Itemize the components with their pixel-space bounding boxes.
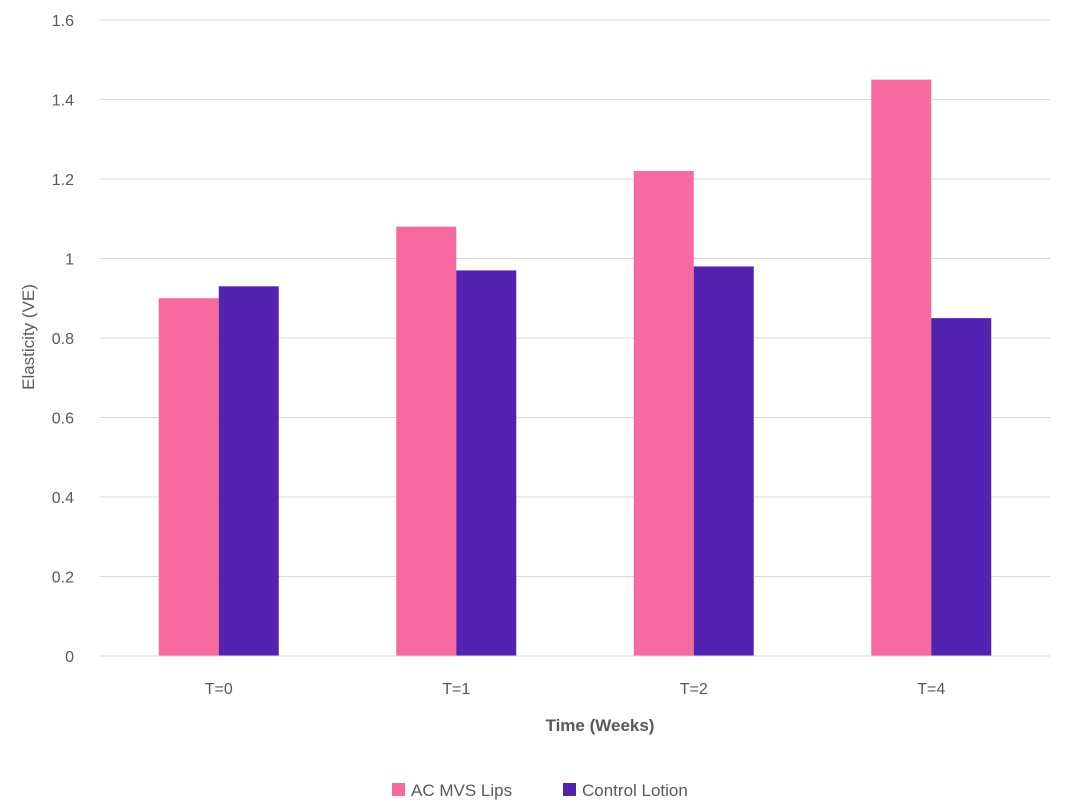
x-tick-label: T=2 <box>680 681 708 698</box>
x-tick-label: T=4 <box>917 681 945 698</box>
y-axis-tick-labels: 0 0.2 0.4 0.6 0.8 1 1.2 1.4 1.6 <box>52 13 74 666</box>
bars <box>158 79 992 657</box>
y-tick-label: 1.2 <box>52 172 74 189</box>
y-tick-label: 0.8 <box>52 331 74 348</box>
y-tick-label: 0.6 <box>52 411 74 428</box>
bar-control-lotion-t4 <box>931 318 992 656</box>
bar-ac-mvs-lips-t4 <box>871 79 932 656</box>
y-tick-label: 1.4 <box>52 93 74 110</box>
legend-swatch <box>563 783 576 796</box>
x-axis-title: Time (Weeks) <box>546 716 655 735</box>
legend: AC MVS Lips Control Lotion <box>392 781 688 800</box>
x-tick-label: T=1 <box>442 681 470 698</box>
legend-label: AC MVS Lips <box>411 781 512 800</box>
legend-swatch <box>392 783 405 796</box>
legend-label: Control Lotion <box>582 781 688 800</box>
y-axis-title: Elasticity (VE) <box>19 284 38 390</box>
y-tick-label: 0 <box>65 649 74 666</box>
x-axis-tick-labels: T=0 T=1 T=2 T=4 <box>205 681 946 698</box>
bar-control-lotion-t2 <box>693 266 754 656</box>
bar-control-lotion-t0 <box>218 286 279 656</box>
y-tick-label: 0.4 <box>52 490 74 507</box>
bar-ac-mvs-lips-t1 <box>396 226 457 656</box>
bar-ac-mvs-lips-t2 <box>633 171 694 657</box>
bar-ac-mvs-lips-t0 <box>158 298 219 656</box>
y-tick-label: 1.6 <box>52 13 74 30</box>
y-tick-label: 1 <box>65 252 74 269</box>
bar-control-lotion-t1 <box>456 270 517 656</box>
x-tick-label: T=0 <box>205 681 233 698</box>
y-tick-label: 0.2 <box>52 570 74 587</box>
